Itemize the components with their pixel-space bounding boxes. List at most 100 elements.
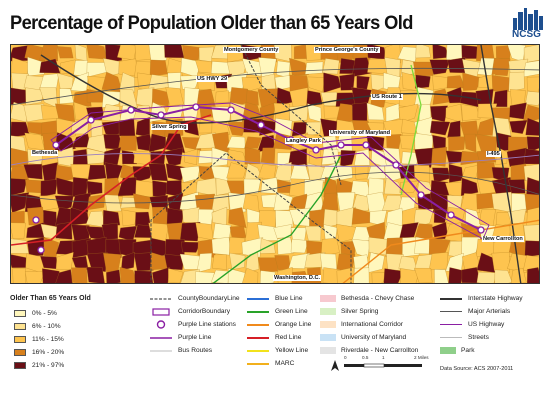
census-tract xyxy=(460,193,480,213)
legend-corridor-boundary: CorridorBoundary xyxy=(150,307,230,316)
census-tract xyxy=(522,104,539,123)
line-swatch-icon xyxy=(247,323,269,326)
census-tract xyxy=(86,180,103,196)
map-title: Percentage of Population Older than 65 Y… xyxy=(10,13,413,34)
legend-class-label: 6% - 10% xyxy=(32,323,61,330)
census-tract xyxy=(383,268,404,283)
swatch-16-20 xyxy=(14,349,26,356)
census-tract xyxy=(351,194,372,212)
census-tract xyxy=(385,103,400,123)
census-tract xyxy=(273,224,292,239)
census-tract xyxy=(304,252,326,268)
choropleth-map xyxy=(11,45,539,283)
census-tract xyxy=(246,89,259,106)
legend-riverdale-new-carrollton: Riverdale - New Carrollton xyxy=(320,346,418,355)
census-tract xyxy=(211,237,232,256)
census-tract xyxy=(182,45,201,61)
census-tract xyxy=(164,253,185,270)
census-tract xyxy=(55,252,74,270)
census-tract xyxy=(432,75,448,90)
census-tract xyxy=(242,267,259,283)
label-langley-park: Langley Park xyxy=(285,138,322,144)
label-prince-georges-county: Prince George's County xyxy=(314,47,380,53)
legend-class-label: 21% - 97% xyxy=(32,362,65,369)
census-tract xyxy=(289,74,309,92)
census-tract xyxy=(322,58,340,75)
census-tract xyxy=(39,58,61,74)
label-silver-spring: Silver Spring xyxy=(151,124,188,130)
legend-county-boundary: CountyBoundaryLine xyxy=(150,294,240,303)
legend-label: Blue Line xyxy=(275,295,303,302)
census-tract xyxy=(306,240,324,255)
census-tract xyxy=(133,252,154,272)
corridor-box-icon xyxy=(152,307,170,316)
county-boundary-line xyxy=(240,45,342,186)
scale-bar-icon xyxy=(344,363,422,368)
census-tract xyxy=(461,104,481,121)
legend-label: Bethesda - Chevy Chase xyxy=(341,295,415,302)
census-tract xyxy=(135,211,151,227)
census-tract xyxy=(351,238,371,258)
legend-silver-spring: Silver Spring xyxy=(320,307,378,316)
orange-line xyxy=(342,219,539,283)
census-tract xyxy=(71,192,92,213)
census-tract xyxy=(336,164,353,181)
census-tract xyxy=(511,268,527,283)
census-tract xyxy=(509,120,528,134)
census-tract xyxy=(11,101,28,123)
legend-marc: MARC xyxy=(247,359,294,368)
census-tract xyxy=(320,192,339,213)
census-tract xyxy=(257,257,278,273)
bus-route-icon xyxy=(150,350,172,351)
census-tract xyxy=(414,268,433,283)
census-tract xyxy=(523,255,539,271)
legend-label: Orange Line xyxy=(275,321,312,328)
purple-line-station xyxy=(417,191,425,199)
purple-line-station xyxy=(32,216,40,224)
major-arterial-road xyxy=(11,67,539,106)
label-bethesda: Bethesda xyxy=(31,150,59,156)
census-tract xyxy=(227,268,246,283)
census-tract xyxy=(11,238,29,254)
census-tract xyxy=(118,58,138,77)
road-swatch-icon xyxy=(440,311,462,312)
purple-line-station xyxy=(477,226,485,234)
census-tract xyxy=(86,45,107,60)
census-tract xyxy=(244,147,261,165)
purple-line-station xyxy=(52,141,60,149)
census-tract xyxy=(491,58,511,76)
census-tract xyxy=(103,209,121,227)
census-tract xyxy=(476,272,497,283)
purple-line-station xyxy=(227,106,235,114)
legend-class-label: 0% - 5% xyxy=(32,310,57,317)
census-tract xyxy=(367,58,389,75)
line-swatch-icon xyxy=(247,310,269,313)
census-tract xyxy=(399,134,416,150)
census-tract xyxy=(275,210,294,228)
road-swatch-icon xyxy=(440,337,462,338)
legend-university-of-maryland: University of Maryland xyxy=(320,333,406,342)
census-tract xyxy=(244,163,263,180)
legend-label: International Corridor xyxy=(341,321,403,328)
legend-purple-line: Purple Line xyxy=(150,333,211,342)
purple-line-station xyxy=(157,111,165,119)
purple-line-station xyxy=(37,246,45,254)
purple-line-station xyxy=(257,121,265,129)
area-swatch-icon xyxy=(320,347,336,354)
census-tract xyxy=(491,75,511,92)
census-tract xyxy=(71,267,88,283)
legend-class-label: 11% - 15% xyxy=(32,336,64,343)
census-tract xyxy=(353,267,370,283)
legend-green-line: Green Line xyxy=(247,307,308,316)
census-tract xyxy=(25,271,45,283)
census-tract xyxy=(101,222,118,241)
census-tract xyxy=(496,212,512,227)
census-tract xyxy=(461,267,481,283)
legend-class-16-20: 16% - 20% xyxy=(14,348,64,357)
census-tract xyxy=(352,102,368,122)
census-tract xyxy=(415,74,431,89)
census-tract xyxy=(336,267,356,283)
swatch-6-10 xyxy=(14,323,26,330)
census-tract xyxy=(86,148,107,165)
census-tract xyxy=(525,91,539,106)
